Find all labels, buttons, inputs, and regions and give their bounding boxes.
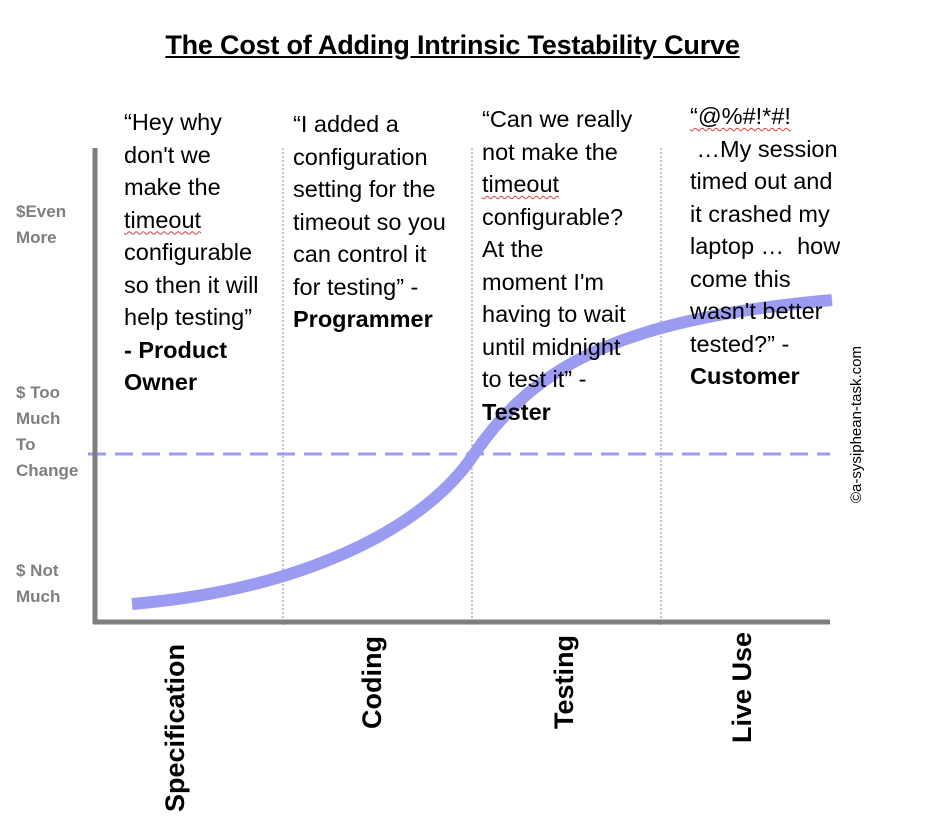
phase-label-live-use: Live Use — [727, 631, 757, 743]
cost-curve — [131, 294, 833, 610]
y-label-even-more: $Even More — [16, 202, 67, 247]
y-label-not-much: $ Not Much — [16, 561, 61, 606]
quote-customer: “@%#!*#! …My session timed out and it cr… — [690, 103, 841, 389]
phase-label-coding: Coding — [357, 636, 387, 729]
diagram-title: The Cost of Adding Intrinsic Testability… — [165, 30, 740, 60]
quote-product-owner: “Hey why don't we make the timeout confi… — [124, 109, 259, 395]
copyright-notice: ©a-sysiphean-task.com — [848, 346, 865, 503]
y-label-too-much: $ Too Much To Change — [16, 383, 79, 480]
phase-label-testing: Testing — [549, 635, 579, 729]
quote-programmer: “I added a configuration setting for the… — [293, 111, 446, 332]
phase-label-specification: Specification — [160, 643, 190, 812]
quote-tester: “Can we really not make the timeout conf… — [482, 106, 633, 425]
